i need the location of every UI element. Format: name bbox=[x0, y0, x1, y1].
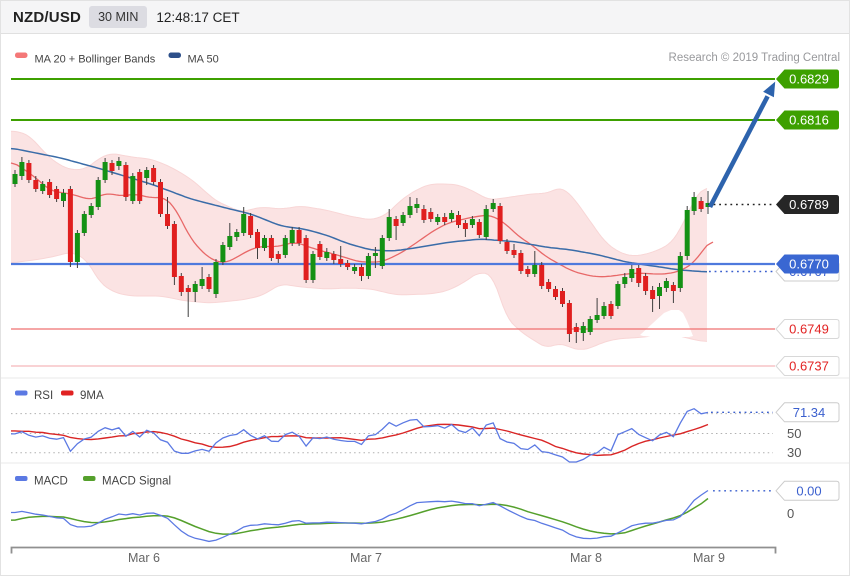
svg-text:0.00: 0.00 bbox=[796, 483, 821, 498]
svg-text:9MA: 9MA bbox=[80, 390, 104, 402]
svg-text:Mar 6: Mar 6 bbox=[128, 551, 160, 565]
svg-text:MACD Signal: MACD Signal bbox=[102, 476, 171, 488]
svg-text:30: 30 bbox=[787, 445, 801, 460]
svg-text:0.6770: 0.6770 bbox=[789, 257, 829, 272]
svg-text:Mar 9: Mar 9 bbox=[693, 551, 725, 565]
svg-text:RSI: RSI bbox=[34, 390, 53, 402]
svg-text:0.6749: 0.6749 bbox=[789, 322, 829, 337]
svg-text:50: 50 bbox=[787, 426, 801, 441]
svg-text:MACD: MACD bbox=[34, 476, 68, 488]
svg-text:Mar 7: Mar 7 bbox=[350, 551, 382, 565]
svg-text:Research © 2019 Trading Centra: Research © 2019 Trading Central bbox=[669, 52, 840, 64]
svg-text:0.6829: 0.6829 bbox=[789, 72, 829, 87]
svg-text:MA 20 + Bollinger Bands: MA 20 + Bollinger Bands bbox=[35, 54, 156, 66]
svg-text:71.34: 71.34 bbox=[793, 405, 826, 420]
svg-text:Mar 8: Mar 8 bbox=[570, 551, 602, 565]
svg-text:0: 0 bbox=[787, 506, 794, 521]
svg-text:MA 50: MA 50 bbox=[188, 54, 219, 66]
svg-text:0.6737: 0.6737 bbox=[789, 359, 829, 374]
svg-text:0.6816: 0.6816 bbox=[789, 113, 829, 128]
svg-text:0.6789: 0.6789 bbox=[789, 197, 829, 212]
